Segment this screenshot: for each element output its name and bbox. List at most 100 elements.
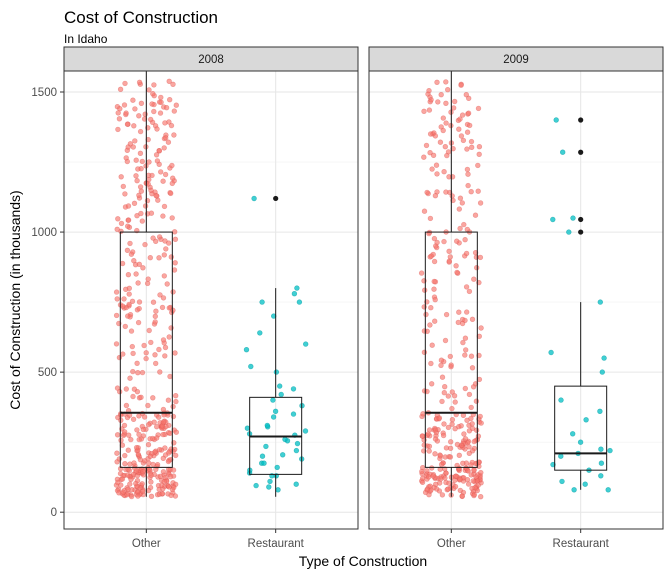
data-point-other [162, 445, 168, 451]
data-point-other [145, 402, 151, 409]
data-point-other [158, 169, 164, 175]
data-point-restaurant [294, 285, 300, 291]
data-point-other [136, 436, 142, 443]
box-iqr [119, 231, 173, 468]
box-outlier [273, 195, 279, 202]
boxes-2009 [424, 71, 608, 497]
data-point-other [161, 145, 167, 151]
data-point-other [171, 108, 178, 114]
data-point-other [157, 292, 163, 298]
data-point-other [438, 461, 445, 468]
data-point-other [148, 210, 155, 216]
data-point-other [431, 286, 437, 292]
data-point-other [432, 193, 439, 199]
data-point-other [128, 476, 134, 482]
data-point-other [127, 240, 133, 247]
data-point-other [447, 254, 453, 260]
data-point-other [163, 246, 169, 252]
data-point-other [426, 443, 433, 449]
facet-strip-2008 [63, 46, 359, 72]
data-point-restaurant [259, 299, 265, 305]
data-point-other [162, 452, 169, 458]
y-tick-label: 1000 [31, 227, 57, 239]
data-point-restaurant [559, 478, 565, 485]
data-point-other [132, 138, 138, 144]
data-point-other [115, 479, 121, 486]
facet-strip-2009 [368, 46, 664, 72]
data-point-other [471, 438, 477, 445]
data-point-restaurant [566, 229, 572, 235]
data-point-other [447, 454, 454, 460]
data-point-other [140, 468, 146, 475]
data-point-other [464, 417, 470, 423]
data-point-other [426, 87, 432, 94]
data-point-other [127, 375, 133, 381]
data-point-restaurant [270, 414, 277, 420]
data-point-other [154, 158, 161, 164]
data-point-other [145, 487, 152, 494]
data-point-other [122, 452, 128, 459]
data-point-other [145, 276, 151, 282]
data-point-other [170, 403, 176, 410]
data-point-other [152, 352, 158, 358]
data-point-other [123, 402, 130, 409]
data-point-other [460, 460, 466, 466]
data-point-other [133, 444, 140, 451]
data-point-other [421, 108, 427, 115]
data-point-other [451, 105, 457, 111]
data-point-restaurant [263, 443, 269, 450]
data-point-other [146, 327, 152, 334]
data-point-other [162, 238, 168, 244]
data-point-restaurant [248, 363, 254, 370]
data-point-other [160, 469, 167, 475]
data-point-restaurant [559, 149, 566, 155]
data-point-other [171, 132, 177, 138]
data-point-other [145, 442, 152, 448]
data-point-other [136, 261, 143, 267]
data-point-other [173, 398, 179, 405]
data-point-other [471, 276, 477, 282]
data-point-other [122, 323, 129, 330]
data-point-restaurant [558, 397, 564, 403]
facet-panel-2008: 2008 [63, 46, 359, 530]
data-point-other [135, 451, 142, 458]
data-point-other [173, 429, 180, 435]
data-point-other [128, 436, 134, 443]
data-point-other [135, 166, 141, 172]
data-point-other [126, 301, 132, 308]
data-point-other [142, 241, 148, 248]
data-point-other [120, 183, 127, 190]
data-point-other [438, 476, 444, 482]
data-point-other [156, 255, 162, 261]
data-point-restaurant [266, 484, 272, 490]
data-point-other [420, 411, 426, 417]
data-point-other [142, 458, 148, 464]
data-point-other [136, 113, 142, 119]
data-point-other [154, 462, 161, 468]
points-2008 [113, 78, 309, 500]
data-point-other [120, 489, 126, 495]
data-point-other [426, 474, 432, 480]
data-point-other [148, 187, 154, 194]
data-point-other [126, 291, 132, 297]
data-point-other [465, 171, 471, 177]
data-point-other [152, 319, 158, 325]
data-point-other [478, 420, 484, 426]
data-point-other [447, 353, 453, 360]
data-point-other [456, 309, 462, 315]
data-point-other [466, 391, 473, 398]
data-point-other [421, 304, 427, 310]
data-point-other [457, 476, 463, 483]
data-point-other [125, 447, 132, 453]
data-point-other [138, 188, 145, 194]
data-point-other [472, 381, 479, 387]
data-point-other [451, 393, 458, 399]
data-point-other [167, 474, 174, 480]
data-point-restaurant [264, 422, 270, 429]
data-point-other [124, 223, 131, 229]
data-point-other [166, 305, 173, 311]
data-point-other [170, 81, 176, 88]
data-point-other [148, 493, 155, 499]
data-point-other [130, 144, 137, 150]
data-point-other [468, 462, 474, 468]
